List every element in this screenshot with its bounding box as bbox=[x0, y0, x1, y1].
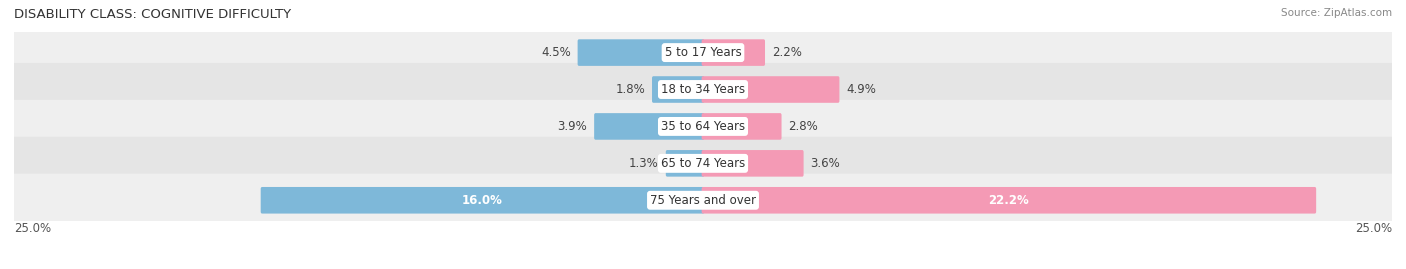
Text: 3.9%: 3.9% bbox=[558, 120, 588, 133]
FancyBboxPatch shape bbox=[702, 150, 804, 177]
Text: 4.5%: 4.5% bbox=[541, 46, 571, 59]
FancyBboxPatch shape bbox=[702, 39, 765, 66]
FancyBboxPatch shape bbox=[6, 100, 1400, 153]
FancyBboxPatch shape bbox=[6, 174, 1400, 227]
Text: 3.6%: 3.6% bbox=[810, 157, 841, 170]
FancyBboxPatch shape bbox=[702, 187, 1316, 214]
FancyBboxPatch shape bbox=[666, 150, 704, 177]
Text: 4.9%: 4.9% bbox=[846, 83, 876, 96]
FancyBboxPatch shape bbox=[652, 76, 704, 103]
Text: 25.0%: 25.0% bbox=[14, 222, 51, 235]
Text: 5 to 17 Years: 5 to 17 Years bbox=[665, 46, 741, 59]
FancyBboxPatch shape bbox=[702, 76, 839, 103]
FancyBboxPatch shape bbox=[6, 137, 1400, 190]
Text: 22.2%: 22.2% bbox=[988, 194, 1029, 207]
Text: 2.8%: 2.8% bbox=[789, 120, 818, 133]
Text: 65 to 74 Years: 65 to 74 Years bbox=[661, 157, 745, 170]
Text: 25.0%: 25.0% bbox=[1355, 222, 1392, 235]
Text: 35 to 64 Years: 35 to 64 Years bbox=[661, 120, 745, 133]
Text: 1.3%: 1.3% bbox=[628, 157, 659, 170]
Text: 2.2%: 2.2% bbox=[772, 46, 801, 59]
Text: 16.0%: 16.0% bbox=[463, 194, 503, 207]
Text: 1.8%: 1.8% bbox=[616, 83, 645, 96]
FancyBboxPatch shape bbox=[578, 39, 704, 66]
Text: 75 Years and over: 75 Years and over bbox=[650, 194, 756, 207]
Text: DISABILITY CLASS: COGNITIVE DIFFICULTY: DISABILITY CLASS: COGNITIVE DIFFICULTY bbox=[14, 8, 291, 21]
FancyBboxPatch shape bbox=[6, 26, 1400, 79]
FancyBboxPatch shape bbox=[702, 113, 782, 140]
Text: Source: ZipAtlas.com: Source: ZipAtlas.com bbox=[1281, 8, 1392, 18]
FancyBboxPatch shape bbox=[595, 113, 704, 140]
Text: 18 to 34 Years: 18 to 34 Years bbox=[661, 83, 745, 96]
FancyBboxPatch shape bbox=[6, 63, 1400, 116]
FancyBboxPatch shape bbox=[260, 187, 704, 214]
